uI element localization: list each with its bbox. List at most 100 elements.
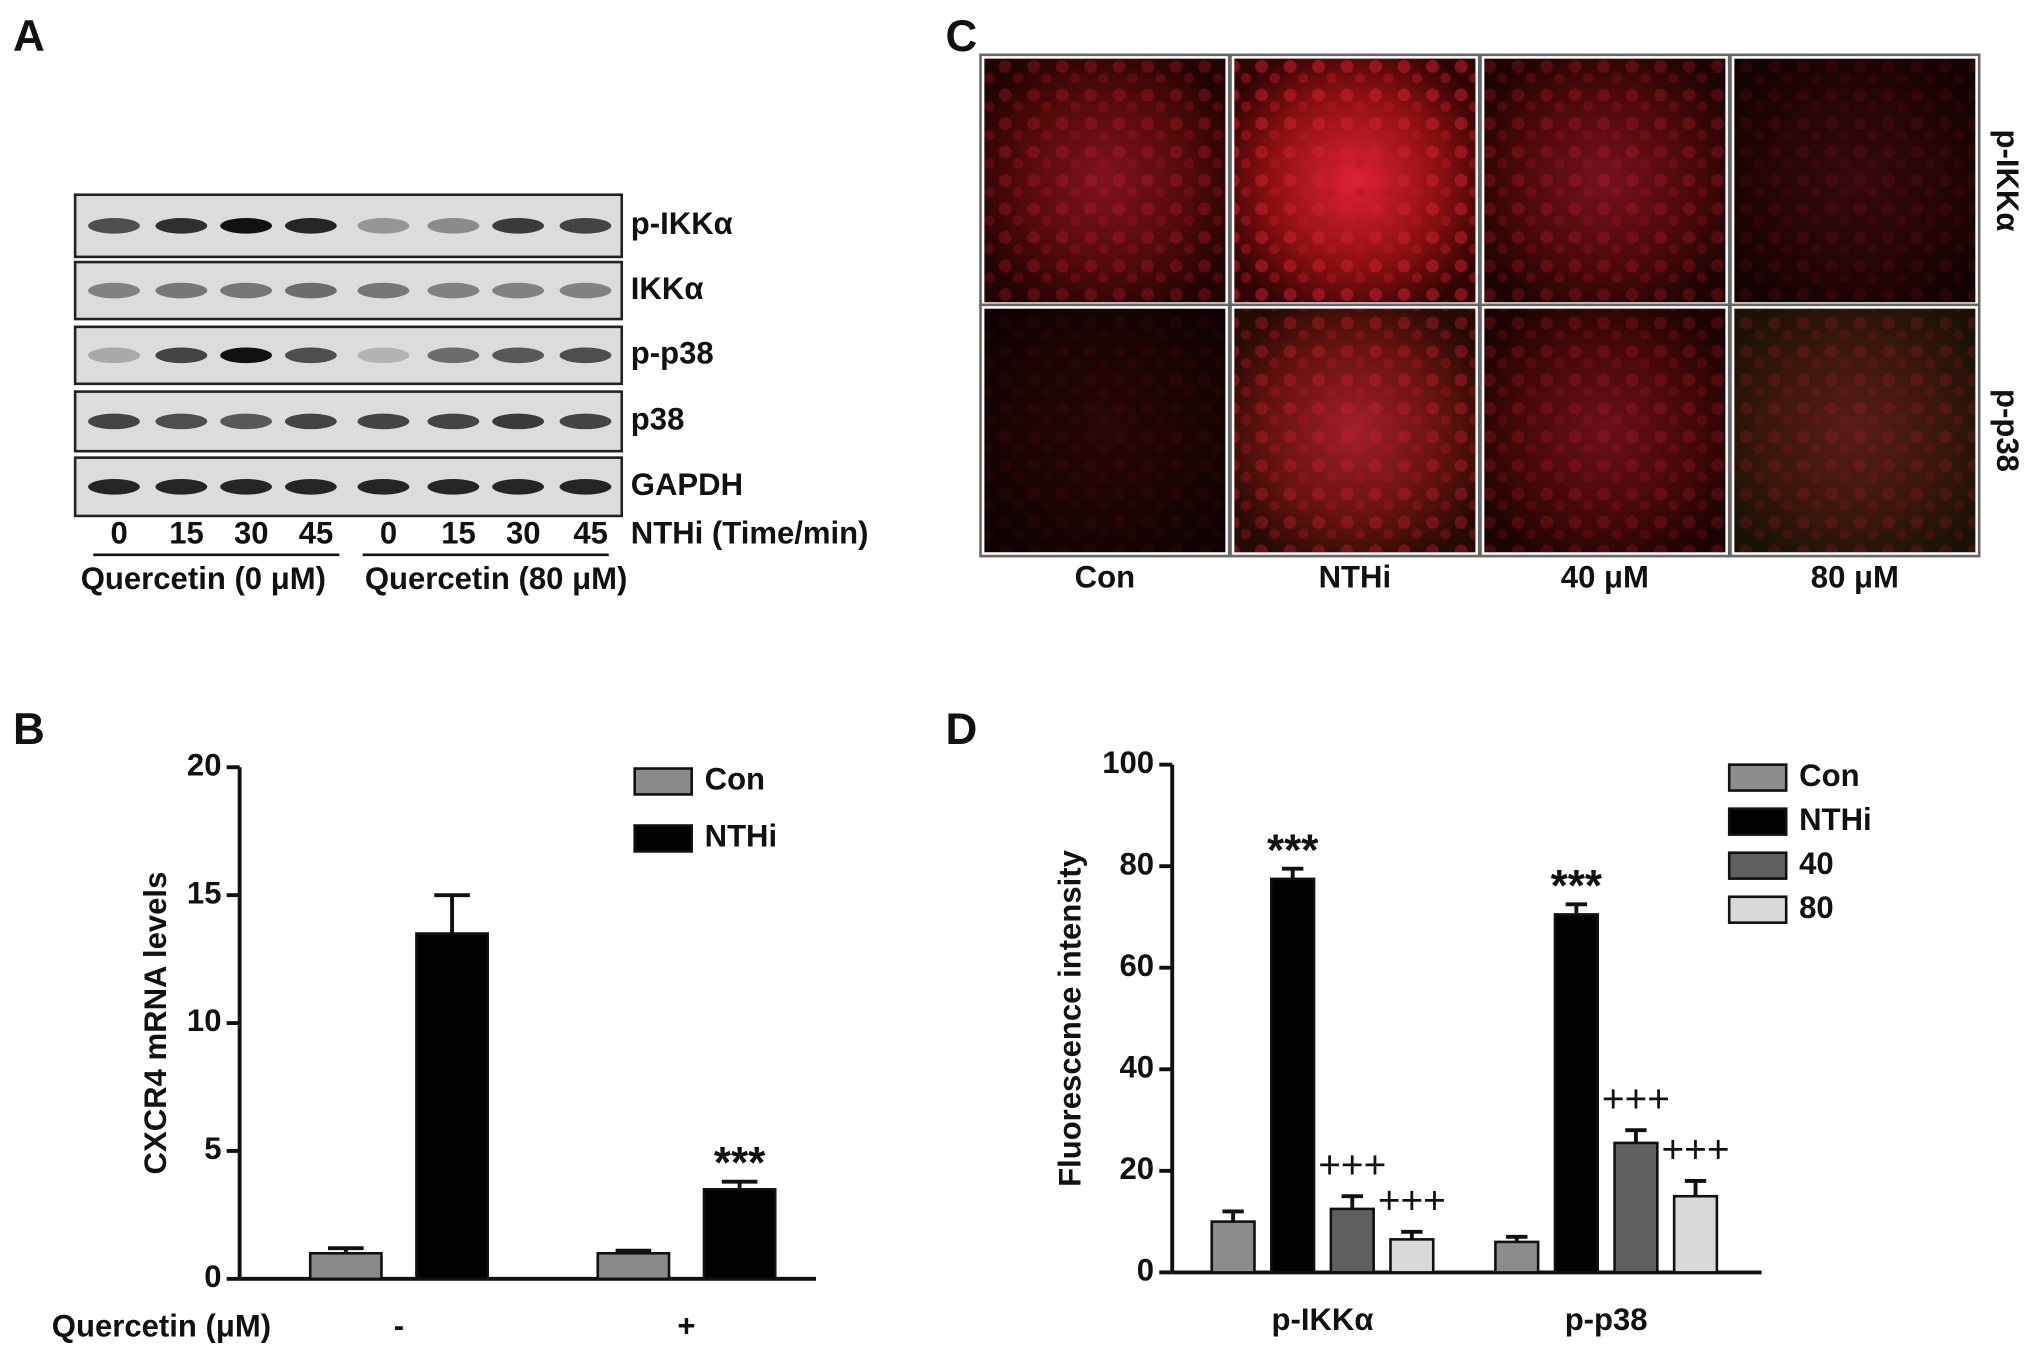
group-label: Quercetin (80 μM) [365, 561, 628, 596]
blot-band [492, 479, 545, 495]
y-tick-label: 100 [1102, 745, 1154, 780]
legend-label: Con [1799, 758, 1859, 793]
micrograph-row-label: p-IKKα [1990, 129, 2025, 231]
micrograph-cells [1234, 58, 1476, 303]
blot-band [427, 479, 480, 495]
significance: +++ [1661, 1129, 1729, 1172]
bar [415, 932, 489, 1281]
time-label: 45 [573, 516, 608, 551]
blot-band [357, 282, 410, 299]
micrograph-cells [1734, 308, 1976, 553]
y-tick-label: 80 [1120, 846, 1155, 881]
blot-band [88, 282, 140, 299]
x-tick-label: + [677, 1308, 695, 1343]
y-tick-label: 0 [204, 1259, 221, 1294]
blot-band [284, 282, 337, 299]
blot-band [88, 413, 140, 430]
bar [1553, 913, 1600, 1274]
blot-band [492, 218, 545, 234]
x-tick-label: p-IKKα [1271, 1302, 1373, 1337]
significance: +++ [1602, 1078, 1670, 1121]
blot-band [559, 347, 612, 364]
blot-band [427, 347, 480, 364]
blot-band [220, 282, 273, 299]
blot-band [88, 347, 140, 364]
blot-band [492, 413, 545, 430]
y-axis-label: Fluorescence intensity [1053, 849, 1088, 1187]
blot-band [357, 413, 410, 430]
blot-band [88, 479, 140, 495]
significance: +++ [1378, 1180, 1446, 1223]
y-tick-label: 10 [187, 1003, 222, 1038]
blot-band [155, 218, 208, 234]
time-label: 0 [111, 516, 128, 551]
error-bar [1506, 1234, 1528, 1242]
blot-row-label: p-p38 [631, 336, 714, 371]
error-bar [721, 1179, 758, 1190]
panel-letter: A [13, 12, 45, 61]
x-axis-label: Quercetin (μM) [52, 1308, 271, 1343]
micrograph-col-label: 40 μM [1561, 560, 1649, 595]
legend-swatch [1727, 763, 1788, 792]
legend-swatch [1727, 851, 1788, 880]
micrograph-col-label: NTHi [1319, 560, 1392, 595]
blot-row-label: p-IKKα [631, 206, 733, 241]
y-tick-label: 40 [1120, 1049, 1155, 1084]
y-tick-label: 15 [187, 875, 222, 910]
blot-band [155, 347, 208, 364]
blot-band [357, 479, 410, 495]
blot-band [559, 413, 612, 430]
blot-band [88, 218, 140, 234]
legend-label: NTHi [1799, 802, 1872, 837]
error-bar [1341, 1194, 1363, 1209]
legend-label: 80 [1799, 890, 1834, 925]
legend-label: Con [705, 762, 765, 797]
y-tick-label: 60 [1120, 948, 1155, 983]
blot-band [427, 282, 480, 299]
error-bar [1401, 1229, 1423, 1240]
bar [1210, 1220, 1256, 1274]
blot-band [155, 282, 208, 299]
significance: *** [1551, 861, 1603, 910]
time-label: 30 [506, 516, 541, 551]
blot-band [559, 282, 612, 299]
x-tick-label: p-p38 [1565, 1302, 1648, 1337]
blot-band [155, 413, 208, 430]
time-label: 0 [380, 516, 397, 551]
panel-letter: C [946, 12, 978, 61]
blot-band [220, 218, 273, 234]
y-tick-label: 20 [187, 747, 222, 782]
time-axis-label: NTHi (Time/min) [631, 516, 869, 551]
micrograph-cells [1484, 308, 1726, 553]
blot-band [357, 218, 410, 234]
blot-row-label: IKKα [631, 271, 704, 306]
time-label: 15 [441, 516, 476, 551]
bar [1389, 1238, 1435, 1274]
error-bar [1565, 902, 1588, 915]
micrograph-col-label: Con [1075, 560, 1135, 595]
time-label: 30 [234, 516, 269, 551]
error-bar [328, 1246, 364, 1254]
error-bar [615, 1248, 652, 1254]
blot-band [284, 218, 337, 234]
blot-row-label: p38 [631, 402, 685, 437]
group-label: Quercetin (0 μM) [81, 561, 326, 596]
blot-band [427, 218, 480, 234]
bar [1613, 1141, 1659, 1274]
error-bar [1684, 1179, 1707, 1197]
blot-row-label: GAPDH [631, 467, 743, 502]
x-tick-label: - [394, 1308, 404, 1343]
micrograph-cells [984, 308, 1226, 553]
error-bar [1222, 1209, 1244, 1222]
bar [308, 1251, 383, 1281]
blot-band [284, 479, 337, 495]
blot-band [427, 413, 480, 430]
bar [596, 1251, 671, 1281]
blot-band [284, 347, 337, 364]
significance: *** [1267, 826, 1319, 875]
legend-swatch [633, 767, 693, 796]
significance: *** [714, 1139, 766, 1188]
error-bar [1282, 866, 1304, 879]
